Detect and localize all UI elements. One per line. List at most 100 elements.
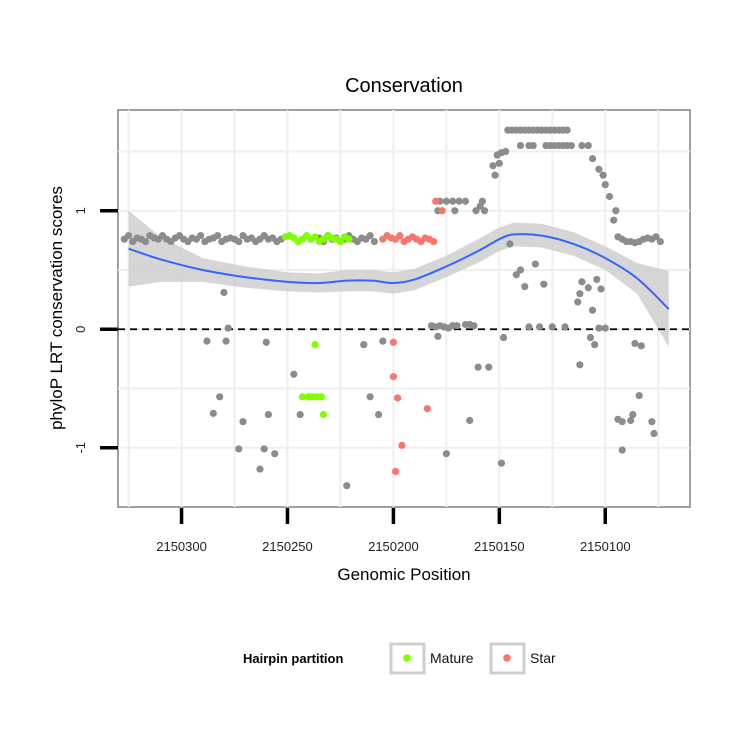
legend-dot-mature xyxy=(403,654,411,662)
point-other xyxy=(260,445,268,453)
smooth-confidence-band xyxy=(128,210,669,348)
point-other xyxy=(574,298,582,306)
point-other xyxy=(563,126,571,134)
point-other xyxy=(588,154,597,163)
point-other xyxy=(485,363,493,371)
point-other xyxy=(584,141,592,150)
point-other xyxy=(495,159,503,167)
legend: Hairpin partition Mature Star xyxy=(243,642,556,675)
point-mature xyxy=(345,235,353,243)
point-other xyxy=(516,141,525,150)
point-other xyxy=(343,482,351,490)
point-other xyxy=(650,429,658,438)
point-other xyxy=(531,260,539,268)
point-other xyxy=(601,181,609,189)
point-other xyxy=(442,197,450,205)
point-other xyxy=(512,271,520,279)
point-other xyxy=(449,197,457,205)
point-other xyxy=(124,232,133,240)
point-mature xyxy=(336,237,345,246)
point-other xyxy=(595,165,603,173)
point-other xyxy=(502,147,510,156)
smooth-line xyxy=(128,233,670,310)
y-tick-label: -1 xyxy=(73,442,88,454)
legend-label-mature: Mature xyxy=(430,650,474,666)
y-tick-label: 0 xyxy=(73,326,88,333)
data-points xyxy=(120,126,664,490)
point-other xyxy=(220,288,228,297)
point-star xyxy=(389,338,398,346)
point-other xyxy=(540,280,548,288)
point-mature xyxy=(298,393,306,401)
gridlines xyxy=(118,110,690,507)
point-other xyxy=(567,141,575,150)
point-other xyxy=(453,322,461,330)
point-other xyxy=(461,197,470,205)
point-other xyxy=(499,333,508,342)
point-other xyxy=(584,284,592,292)
point-other xyxy=(576,361,584,369)
point-other xyxy=(434,332,442,340)
point-other xyxy=(366,232,374,240)
point-other xyxy=(290,370,298,378)
point-other xyxy=(451,207,459,215)
point-mature xyxy=(317,393,325,401)
point-mature xyxy=(311,233,319,241)
x-tick-label: 2150100 xyxy=(580,539,631,554)
point-other xyxy=(605,192,614,201)
legend-label-star: Star xyxy=(530,650,556,666)
x-tick-label: 2150200 xyxy=(368,539,419,554)
point-other xyxy=(618,418,626,426)
point-other xyxy=(497,459,506,467)
point-other xyxy=(480,207,489,215)
point-other xyxy=(366,393,374,401)
point-other xyxy=(235,237,243,246)
point-other xyxy=(631,339,639,348)
y-tick-label: 1 xyxy=(73,207,88,214)
point-other xyxy=(489,162,497,170)
point-other xyxy=(491,171,499,179)
legend-item-mature: Mature xyxy=(389,642,474,675)
x-axis-title: Genomic Position xyxy=(337,565,470,584)
point-other xyxy=(203,337,211,345)
point-other xyxy=(222,337,230,345)
x-tick-label: 2150150 xyxy=(474,539,525,554)
point-other xyxy=(360,341,368,349)
chart-title: Conservation xyxy=(345,75,463,97)
point-other xyxy=(627,416,635,425)
point-other xyxy=(442,450,450,458)
point-other xyxy=(578,141,586,150)
point-other xyxy=(629,410,637,419)
point-other xyxy=(197,232,205,240)
point-other xyxy=(262,338,270,346)
point-other xyxy=(578,278,586,286)
point-other xyxy=(656,237,664,246)
point-other xyxy=(256,465,264,473)
legend-item-star: Star xyxy=(489,642,556,675)
point-mature xyxy=(311,341,319,349)
legend-dot-star xyxy=(503,654,511,662)
legend-title: Hairpin partition xyxy=(243,651,343,666)
point-other xyxy=(235,445,243,453)
confidence-band xyxy=(128,210,669,348)
point-other xyxy=(296,410,304,419)
point-other xyxy=(472,207,480,215)
point-other xyxy=(521,282,529,291)
point-other xyxy=(597,285,605,293)
point-other xyxy=(466,416,474,425)
point-other xyxy=(470,322,478,330)
x-tick-label: 2150300 xyxy=(156,539,207,554)
point-other xyxy=(516,266,525,274)
point-other xyxy=(209,409,217,417)
point-star xyxy=(423,405,431,413)
point-star xyxy=(394,394,402,402)
point-other xyxy=(588,306,597,314)
point-other xyxy=(529,141,537,150)
point-other xyxy=(586,333,595,342)
point-star xyxy=(438,207,446,215)
point-other xyxy=(601,324,609,332)
point-other xyxy=(224,324,232,332)
point-other xyxy=(374,410,383,419)
point-other xyxy=(599,171,607,179)
point-other xyxy=(576,290,584,298)
